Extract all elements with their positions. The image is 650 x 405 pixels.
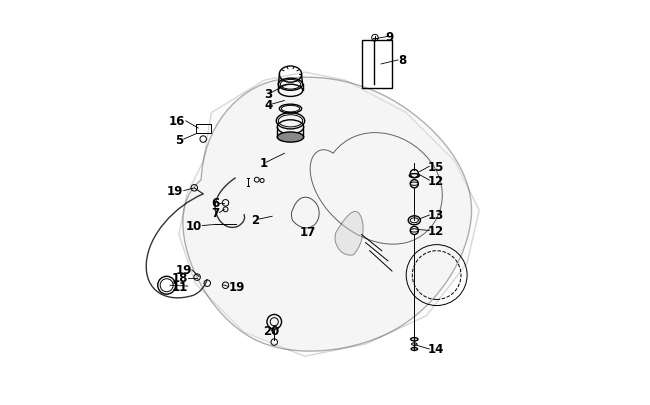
Text: 7: 7	[211, 207, 220, 220]
Text: 10: 10	[186, 220, 202, 232]
PathPatch shape	[335, 212, 363, 256]
PathPatch shape	[183, 78, 471, 351]
Bar	[361, 40, 392, 89]
Bar	[196, 125, 211, 134]
Ellipse shape	[278, 133, 304, 143]
Text: 2: 2	[251, 213, 259, 226]
Text: 19: 19	[228, 280, 245, 293]
Text: 3: 3	[264, 87, 272, 100]
Text: 18: 18	[172, 271, 188, 284]
Text: 11: 11	[172, 280, 188, 293]
Text: 5: 5	[175, 133, 183, 146]
Text: 14: 14	[427, 343, 444, 356]
Text: 19: 19	[166, 185, 183, 198]
Text: 4: 4	[264, 99, 272, 112]
Text: 6: 6	[211, 197, 220, 210]
Text: 9: 9	[385, 31, 393, 44]
Text: 12: 12	[427, 224, 443, 237]
Text: 16: 16	[168, 115, 185, 128]
Text: 15: 15	[427, 160, 444, 173]
Text: 8: 8	[398, 54, 406, 67]
PathPatch shape	[179, 73, 479, 356]
Text: 20: 20	[263, 324, 280, 337]
Text: 19: 19	[176, 264, 192, 277]
Text: 12: 12	[427, 174, 443, 187]
Text: 1: 1	[260, 156, 268, 169]
Text: 13: 13	[427, 209, 443, 222]
Text: 17: 17	[300, 225, 316, 238]
